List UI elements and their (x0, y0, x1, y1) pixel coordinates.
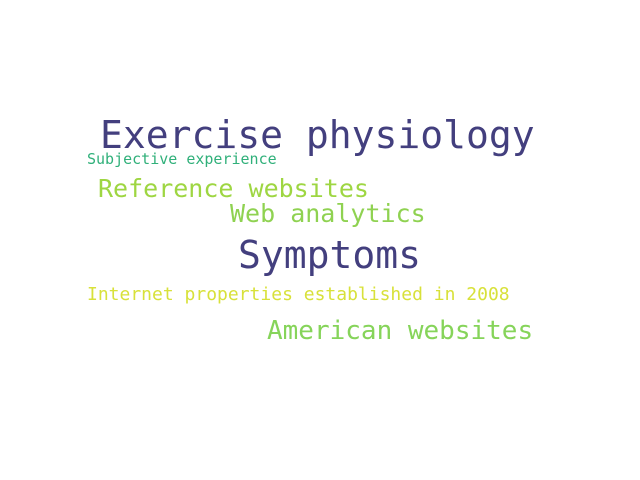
word-reference-websites: Reference websites (98, 174, 369, 203)
word-subjective-experience: Subjective experience (87, 150, 277, 168)
word-symptoms: Symptoms (238, 233, 422, 277)
word-internet-properties-2008: Internet properties established in 2008 (87, 284, 510, 305)
word-web-analytics: Web analytics (230, 199, 426, 228)
word-exercise-physiology: Exercise physiology (100, 113, 535, 157)
word-american-websites: American websites (267, 316, 534, 346)
